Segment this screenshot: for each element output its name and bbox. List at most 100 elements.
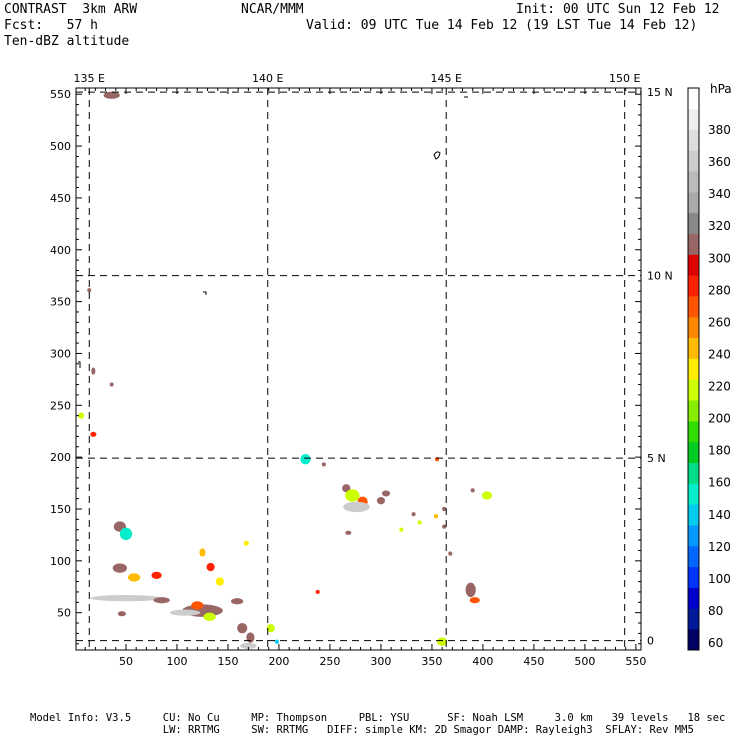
valid-time: Valid: 09 UTC Tue 14 Feb 12 (19 LST Tue … bbox=[306, 18, 698, 33]
colorbar-swatch bbox=[688, 150, 699, 172]
model-info-line2: LW: RRTMG SW: RRTMG DIFF: simple KM: 2D … bbox=[30, 724, 694, 736]
colorbar-swatch bbox=[688, 254, 699, 276]
echo-cell bbox=[469, 597, 480, 604]
x-tick-label: 200 bbox=[268, 655, 289, 668]
x-tick-label: 50 bbox=[119, 655, 133, 668]
forecast-hour: Fcst: 57 h bbox=[4, 18, 98, 33]
model-info-line1: Model Info: V3.5 CU: No Cu MP: Thompson … bbox=[30, 712, 726, 724]
latitude-label: 0 bbox=[647, 635, 654, 648]
y-tick-label: 150 bbox=[50, 503, 71, 516]
colorbar-swatch bbox=[688, 400, 699, 422]
echo-cell bbox=[153, 597, 170, 604]
echo-cell bbox=[119, 527, 133, 541]
echo-cell bbox=[246, 632, 255, 643]
echo-cell bbox=[399, 527, 404, 532]
colorbar-label: 60 bbox=[708, 636, 723, 650]
echo-cell bbox=[345, 489, 360, 502]
echo-cell bbox=[442, 506, 447, 512]
echo-layer bbox=[78, 91, 493, 649]
lat-lon-grid: 135 E 140 E 145 E 150 E 15 N 10 N 5 N 0 bbox=[74, 72, 673, 650]
echo-cell bbox=[240, 642, 257, 649]
colorbar-swatch bbox=[688, 233, 699, 255]
colorbar-swatch bbox=[688, 587, 699, 609]
echo-cell bbox=[90, 431, 97, 437]
echo-cell bbox=[381, 490, 391, 497]
echo-cell bbox=[199, 548, 206, 557]
island-outline bbox=[203, 291, 207, 295]
colorbar-label: 240 bbox=[708, 347, 731, 361]
colorbar-swatch bbox=[688, 358, 699, 380]
echo-cell bbox=[417, 520, 422, 525]
island-outline bbox=[433, 151, 441, 160]
colorbar-swatch bbox=[688, 608, 699, 630]
colorbar-label: 120 bbox=[708, 540, 731, 554]
echo-cell bbox=[78, 412, 85, 419]
echo-cell bbox=[117, 611, 126, 617]
echo-cell bbox=[112, 563, 127, 573]
echo-cell bbox=[206, 562, 215, 572]
echo-cell bbox=[343, 501, 370, 513]
latitude-label: 5 N bbox=[647, 452, 666, 465]
colorbar-label: 320 bbox=[708, 219, 731, 233]
echo-cell bbox=[128, 573, 141, 582]
longitude-label: 135 E bbox=[74, 72, 105, 85]
y-tick-label: 250 bbox=[50, 399, 71, 412]
echo-cell bbox=[231, 598, 244, 605]
model-title: CONTRAST 3km ARW bbox=[4, 2, 138, 17]
colorbar-unit: hPa bbox=[710, 82, 732, 96]
x-tick-label: 250 bbox=[319, 655, 340, 668]
echo-cell bbox=[345, 530, 352, 535]
colorbar-swatch bbox=[688, 525, 699, 547]
echo-cell bbox=[321, 462, 326, 467]
colorbar-label: 180 bbox=[708, 444, 731, 458]
x-tick-label: 400 bbox=[472, 655, 493, 668]
island-outline bbox=[78, 361, 81, 368]
colorbar-swatch bbox=[688, 421, 699, 443]
colorbar-label: 260 bbox=[708, 315, 731, 329]
y-tick-label: 200 bbox=[50, 451, 71, 464]
colorbar-swatch bbox=[688, 379, 699, 401]
echo-cell bbox=[448, 551, 453, 556]
y-tick-label: 450 bbox=[50, 192, 71, 205]
echo-cell bbox=[437, 637, 448, 646]
x-tick-label: 500 bbox=[574, 655, 595, 668]
longitude-label: 145 E bbox=[430, 72, 461, 85]
echo-cell bbox=[470, 488, 475, 493]
colorbar-swatch bbox=[688, 545, 699, 568]
echo-cell bbox=[109, 382, 114, 387]
x-tick-label: 350 bbox=[421, 655, 442, 668]
latitude-label: 10 N bbox=[647, 270, 673, 283]
colorbar-swatch bbox=[688, 316, 699, 339]
echo-cell bbox=[465, 582, 476, 598]
echo-cell bbox=[191, 601, 204, 610]
x-tick-label: 100 bbox=[166, 655, 187, 668]
colorbar-swatch bbox=[688, 629, 699, 651]
colorbar-label: 140 bbox=[708, 508, 731, 522]
echo-cell bbox=[433, 514, 439, 519]
colorbar-swatch bbox=[688, 129, 699, 151]
center-label: NCAR/MMM bbox=[241, 2, 304, 17]
echo-cell bbox=[237, 623, 248, 634]
x-tick-label: 300 bbox=[370, 655, 391, 668]
echo-cell bbox=[342, 484, 351, 493]
y-tick-label: 50 bbox=[57, 607, 71, 620]
y-tick-label: 100 bbox=[50, 555, 71, 568]
echo-cell bbox=[442, 524, 447, 529]
plot-frame bbox=[75, 87, 642, 651]
echo-cell bbox=[151, 571, 162, 579]
colorbar-label: 280 bbox=[708, 283, 731, 297]
echo-cell bbox=[300, 454, 311, 465]
y-tick-label: 400 bbox=[50, 244, 71, 257]
echo-cell bbox=[90, 595, 162, 602]
init-time: Init: 00 UTC Sun 12 Feb 12 bbox=[516, 2, 720, 17]
echo-cell bbox=[274, 639, 279, 644]
y-tick-label: 500 bbox=[50, 140, 71, 153]
y-tick-label: 350 bbox=[50, 296, 71, 309]
colorbar-swatch bbox=[688, 483, 699, 505]
colorbar-label: 380 bbox=[708, 123, 731, 137]
y-tick-label: 550 bbox=[50, 88, 71, 101]
x-tick-label: 150 bbox=[217, 655, 238, 668]
echo-cell bbox=[266, 624, 275, 633]
x-tick-label: 450 bbox=[523, 655, 544, 668]
colorbar-label: 80 bbox=[708, 604, 723, 618]
